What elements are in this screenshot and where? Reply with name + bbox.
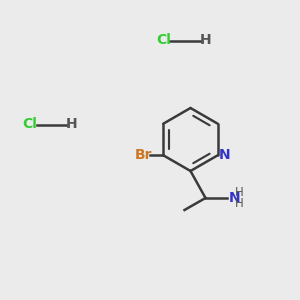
Text: H: H	[235, 186, 244, 199]
Text: Br: Br	[135, 148, 152, 162]
Text: Cl: Cl	[156, 34, 171, 47]
Text: H: H	[66, 118, 78, 131]
Text: N: N	[219, 148, 230, 162]
Text: H: H	[200, 34, 211, 47]
Text: N: N	[229, 191, 241, 205]
Text: Cl: Cl	[22, 118, 38, 131]
Text: H: H	[235, 197, 244, 210]
